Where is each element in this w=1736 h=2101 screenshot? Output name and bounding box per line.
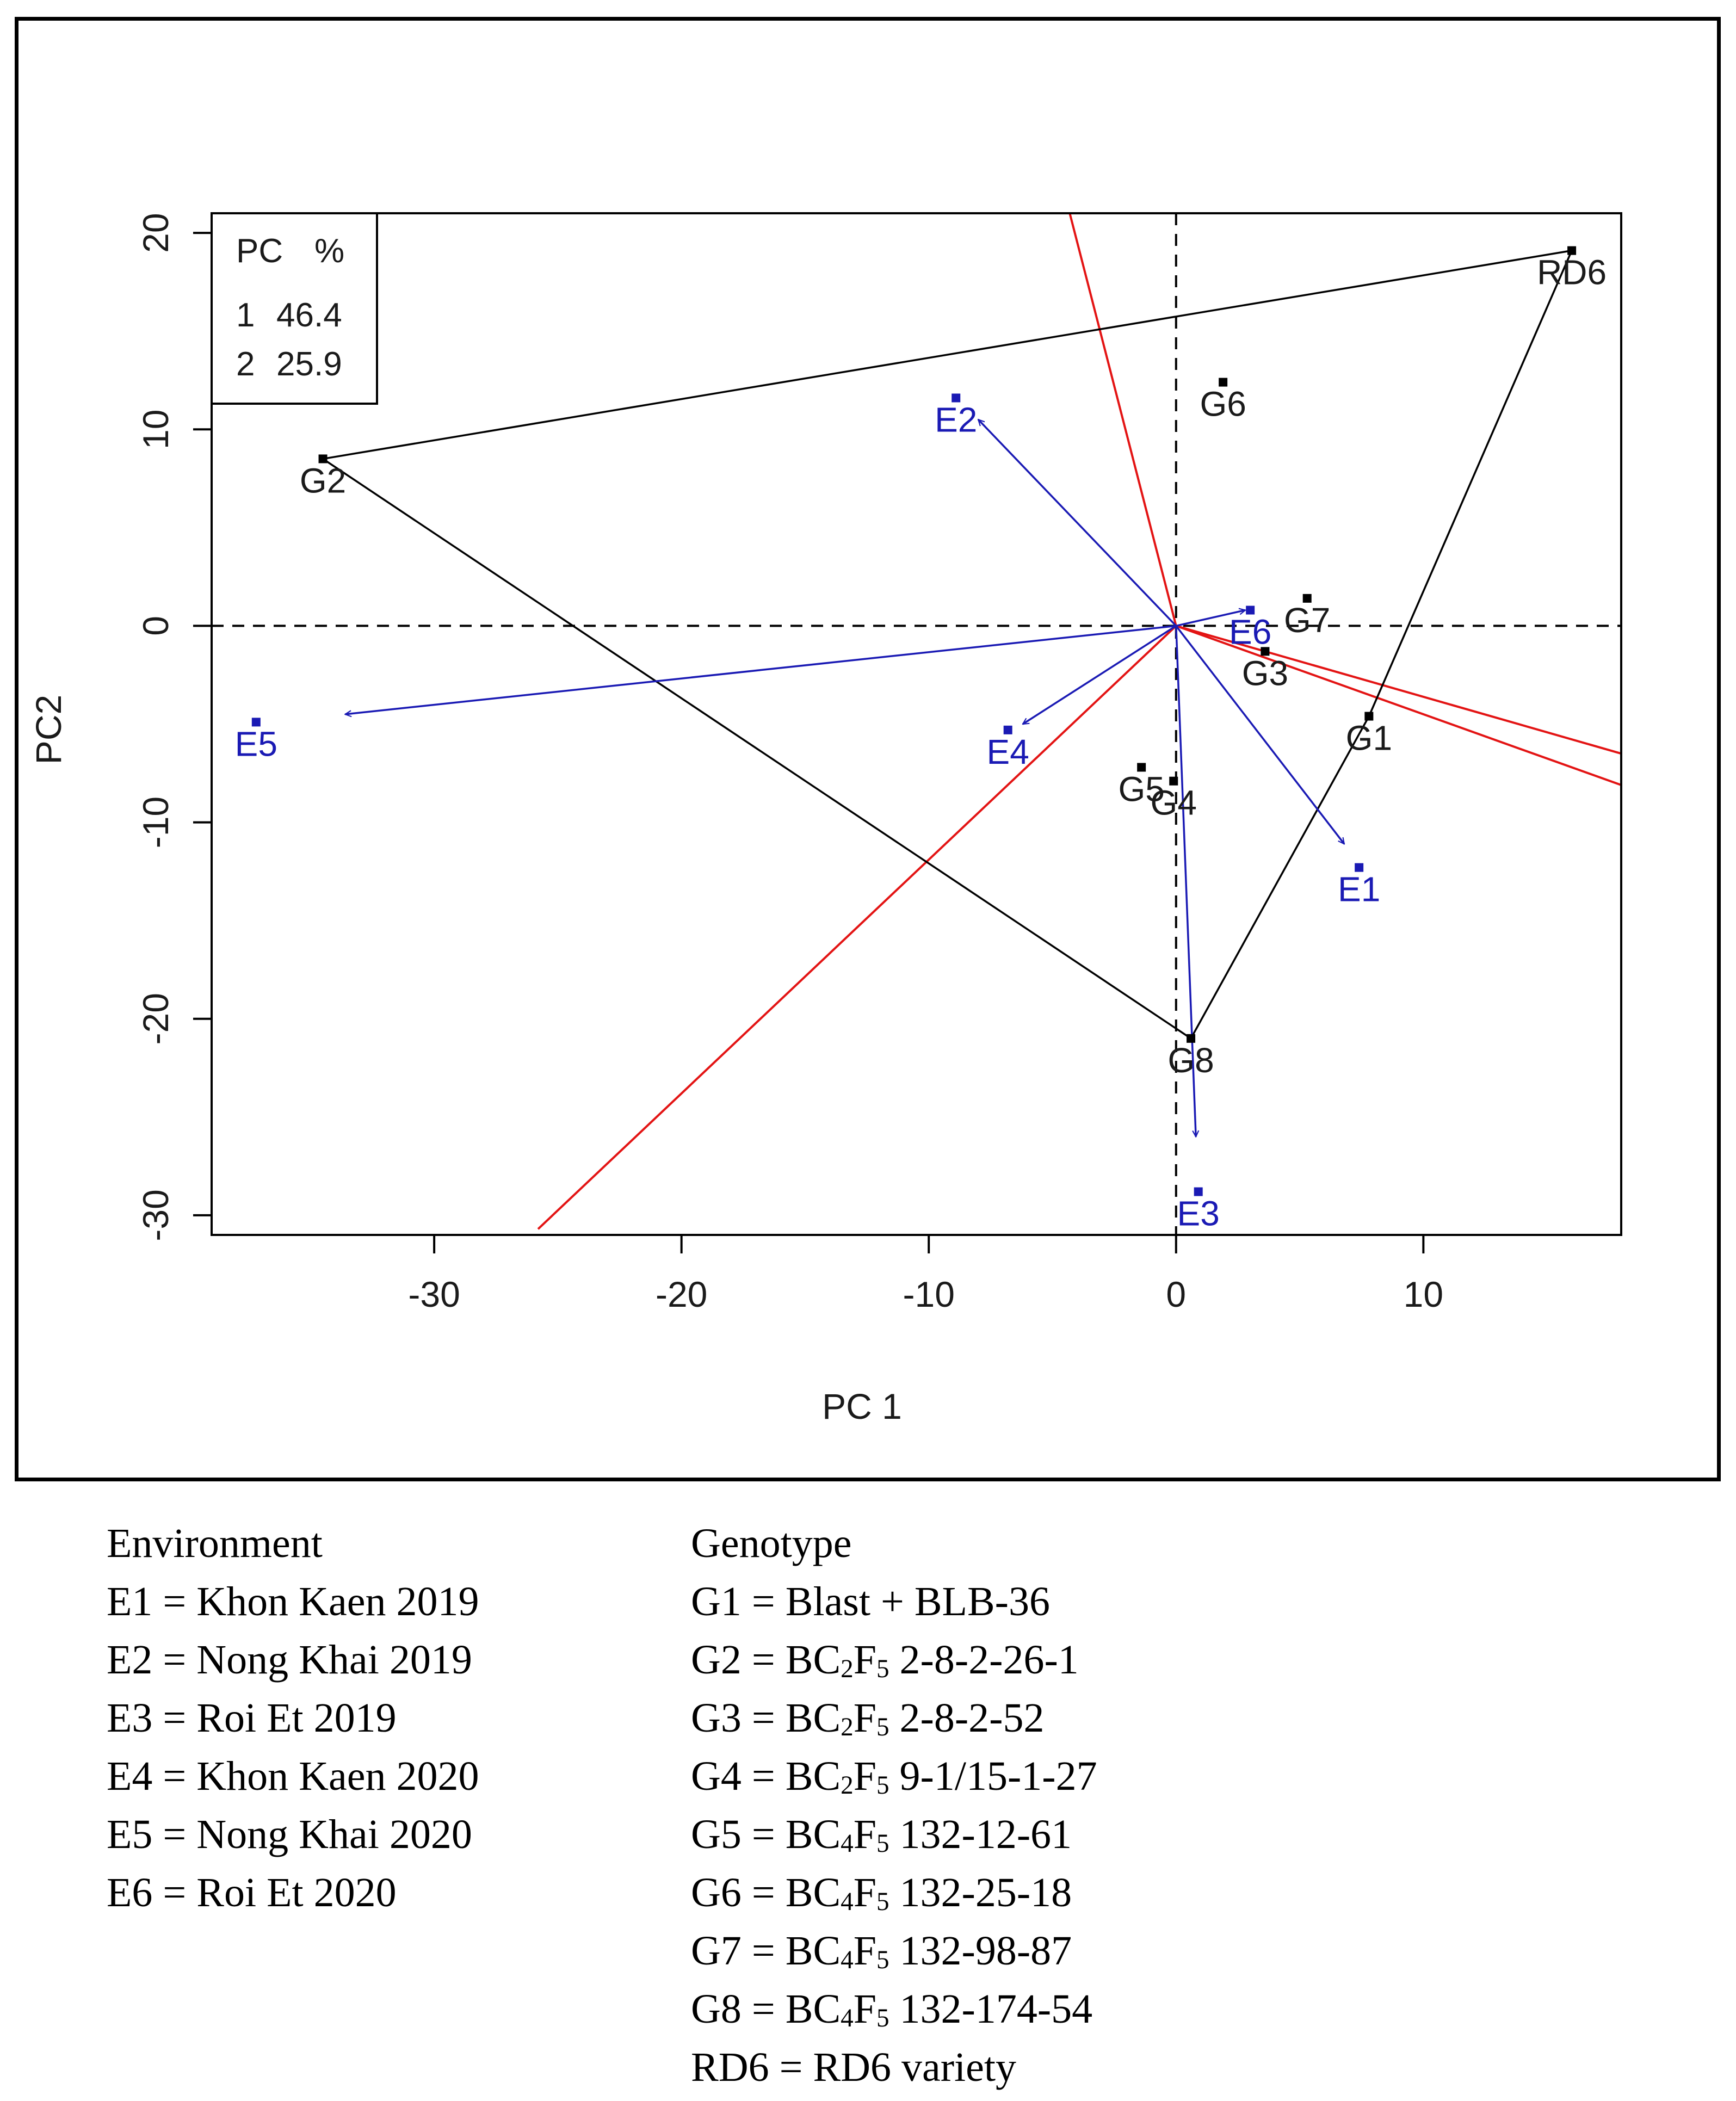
point-g2 bbox=[318, 454, 328, 464]
environment-legend-item: E6 = Roi Et 2020 bbox=[107, 1870, 397, 1915]
label-g8: G8 bbox=[1167, 1041, 1214, 1080]
genotype-legend-item: RD6 = RD6 variety bbox=[691, 2044, 1017, 2090]
label-g6: G6 bbox=[1200, 385, 1246, 424]
sector-ray-1 bbox=[1068, 213, 1177, 626]
pc-table-row-1-pc: 1 bbox=[236, 296, 255, 334]
vector-e1 bbox=[1175, 625, 1344, 844]
y-tick-label: -10 bbox=[135, 796, 176, 848]
point-g6 bbox=[1219, 378, 1228, 387]
y-tick-label: -30 bbox=[135, 1189, 176, 1241]
environment-legend-item: E1 = Khon Kaen 2019 bbox=[107, 1579, 479, 1624]
pc-table-box bbox=[211, 212, 378, 405]
y-tick-label: 20 bbox=[135, 213, 176, 252]
y-axis-label: PC2 bbox=[28, 695, 69, 764]
pc-table-row-1-percent: 46.4 bbox=[276, 296, 342, 334]
pc-table-header-percent: % bbox=[314, 232, 344, 270]
environment-legend-title: Environment bbox=[107, 1521, 323, 1566]
point-rd6 bbox=[1567, 246, 1577, 255]
environment-legend-item: E4 = Khon Kaen 2020 bbox=[107, 1753, 479, 1799]
vector-e6 bbox=[1176, 610, 1245, 627]
x-tick-label: 10 bbox=[1404, 1274, 1443, 1314]
polygon-hull bbox=[320, 249, 1573, 1040]
point-e3 bbox=[1194, 1187, 1203, 1196]
environment-legend-item: E5 = Nong Khai 2020 bbox=[107, 1812, 472, 1857]
label-e5: E5 bbox=[235, 724, 277, 763]
x-tick-label: 0 bbox=[1166, 1274, 1186, 1314]
figure-frame bbox=[15, 17, 1721, 1481]
point-g3 bbox=[1261, 647, 1270, 656]
sector-ray-2 bbox=[1176, 625, 1621, 755]
x-axis-label: PC 1 bbox=[822, 1386, 902, 1426]
genotype-legend-item: G3 = BC2F5 2-8-2-52 bbox=[691, 1695, 1045, 1742]
genotype-legend-item: G4 = BC2F5 9-1/15-1-27 bbox=[691, 1753, 1097, 1800]
y-tick-label: -20 bbox=[135, 993, 176, 1045]
label-g1: G1 bbox=[1346, 719, 1392, 758]
point-e2 bbox=[952, 393, 961, 403]
environment-legend-item: E2 = Nong Khai 2019 bbox=[107, 1637, 472, 1683]
vector-e5 bbox=[345, 625, 1176, 714]
point-g8 bbox=[1187, 1034, 1196, 1043]
vector-e2 bbox=[978, 419, 1177, 627]
environment-legend-item: E3 = Roi Et 2019 bbox=[107, 1695, 397, 1741]
sector-ray-3 bbox=[1176, 625, 1621, 786]
x-tick-label: -10 bbox=[903, 1274, 955, 1314]
label-e6: E6 bbox=[1229, 613, 1271, 652]
pc-table-row-2-pc: 2 bbox=[236, 345, 255, 383]
sector-ray-4 bbox=[537, 625, 1177, 1230]
pc-table-header-pc: PC bbox=[236, 232, 283, 270]
genotype-legend-title: Genotype bbox=[691, 1521, 852, 1566]
label-rd6: RD6 bbox=[1537, 253, 1607, 292]
environment-legend: Environment E1 = Khon Kaen 2019 E2 = Nong… bbox=[107, 1515, 479, 1922]
label-g7: G7 bbox=[1284, 601, 1330, 640]
genotype-legend-item: G6 = BC4F5 132-25-18 bbox=[691, 1870, 1072, 1917]
label-e3: E3 bbox=[1177, 1194, 1220, 1233]
genotype-legend-item: G2 = BC2F5 2-8-2-26-1 bbox=[691, 1637, 1079, 1684]
label-e2: E2 bbox=[935, 400, 977, 439]
genotype-legend-item: G7 = BC4F5 132-98-87 bbox=[691, 1928, 1072, 1975]
x-tick-label: -30 bbox=[408, 1274, 460, 1314]
y-tick-label: 10 bbox=[135, 410, 176, 449]
point-e4 bbox=[1003, 725, 1012, 734]
genotype-legend: Genotype G1 = Blast + BLB-36 G2 = BC2F5 2… bbox=[691, 1515, 1097, 2097]
genotype-legend-item: G1 = Blast + BLB-36 bbox=[691, 1579, 1050, 1624]
point-g7 bbox=[1302, 594, 1312, 603]
vector-e3 bbox=[1175, 626, 1196, 1136]
label-g2: G2 bbox=[300, 461, 346, 500]
y-tick-label: 0 bbox=[135, 616, 176, 636]
label-g3: G3 bbox=[1242, 653, 1288, 693]
point-e5 bbox=[251, 718, 261, 727]
plot-box bbox=[211, 212, 1622, 1236]
label-e4: E4 bbox=[987, 732, 1029, 771]
pc-table-row-2-percent: 25.9 bbox=[276, 345, 342, 383]
point-g1 bbox=[1364, 712, 1374, 721]
label-g5: G5 bbox=[1118, 769, 1164, 808]
vector-e4 bbox=[1023, 625, 1177, 725]
genotype-legend-item: G8 = BC4F5 132-174-54 bbox=[691, 1986, 1093, 2033]
point-g4 bbox=[1169, 776, 1178, 786]
genotype-legend-item: G5 = BC4F5 132-12-61 bbox=[691, 1812, 1072, 1858]
x-tick-label: -20 bbox=[656, 1274, 707, 1314]
point-e6 bbox=[1246, 605, 1255, 615]
point-g5 bbox=[1137, 763, 1146, 772]
label-g4: G4 bbox=[1151, 783, 1197, 823]
label-e1: E1 bbox=[1338, 870, 1380, 909]
point-e1 bbox=[1355, 863, 1364, 872]
